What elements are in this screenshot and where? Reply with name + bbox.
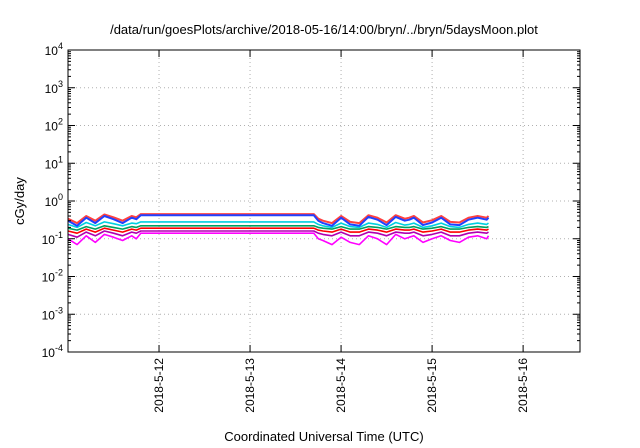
y-tick-label-base: 10 <box>45 157 59 171</box>
x-tick-label: 2018-5-16 <box>516 358 530 413</box>
grid-layer <box>68 50 580 352</box>
series-line <box>67 221 489 229</box>
y-tick-label: 101 <box>45 154 63 171</box>
y-tick-label-base: 10 <box>42 346 56 360</box>
series-line <box>67 225 489 231</box>
y-tick-label: 100 <box>45 192 63 209</box>
y-tick-label-exp: 3 <box>58 79 63 89</box>
x-tick-label: 2018-5-12 <box>152 358 166 413</box>
y-tick-label-exp: -2 <box>55 268 63 278</box>
y-tick-label-base: 10 <box>45 44 59 58</box>
y-tick-label-base: 10 <box>45 120 59 134</box>
series-line <box>67 227 489 234</box>
series-line <box>67 232 490 246</box>
y-tick-label: 10-1 <box>42 230 63 247</box>
y-tick-label: 10-3 <box>42 305 63 322</box>
y-tick-label-exp: 2 <box>58 117 63 127</box>
chart-title: /data/run/goesPlots/archive/2018-05-16/1… <box>110 22 538 37</box>
y-tick-label: 102 <box>45 117 63 134</box>
y-tick-label-exp: -4 <box>55 343 63 353</box>
y-tick-label: 103 <box>45 79 63 96</box>
y-tick-label-base: 10 <box>42 271 56 285</box>
y-tick-label-exp: 0 <box>58 192 63 202</box>
y-tick-label-exp: -1 <box>55 230 63 240</box>
y-tick-label: 10-4 <box>42 343 63 360</box>
y-tick-label-exp: -3 <box>55 305 63 315</box>
y-tick-label-base: 10 <box>42 308 56 322</box>
y-tick-label-exp: 4 <box>58 41 63 51</box>
series-line <box>67 214 490 227</box>
y-axis-label: cGy/day <box>12 177 27 225</box>
y-tick-label-base: 10 <box>45 82 59 96</box>
y-tick-label-base: 10 <box>45 195 59 209</box>
x-tick-label: 2018-5-13 <box>243 358 257 413</box>
x-tick-label: 2018-5-15 <box>425 358 439 413</box>
y-tick-label-base: 10 <box>42 233 56 247</box>
x-tick-layer: 2018-5-12 2018-5-13 2018-5-14 2018-5-15 2018… <box>152 50 530 413</box>
y-tick-label: 10-2 <box>42 268 63 285</box>
series-line <box>67 213 490 225</box>
x-axis-label: Coordinated Universal Time (UTC) <box>224 429 423 444</box>
y-tick-label: 104 <box>45 41 63 58</box>
y-tick-label-exp: 1 <box>58 154 63 164</box>
series-layer <box>67 213 490 246</box>
series-line <box>67 230 489 238</box>
x-tick-label: 2018-5-14 <box>334 358 348 413</box>
